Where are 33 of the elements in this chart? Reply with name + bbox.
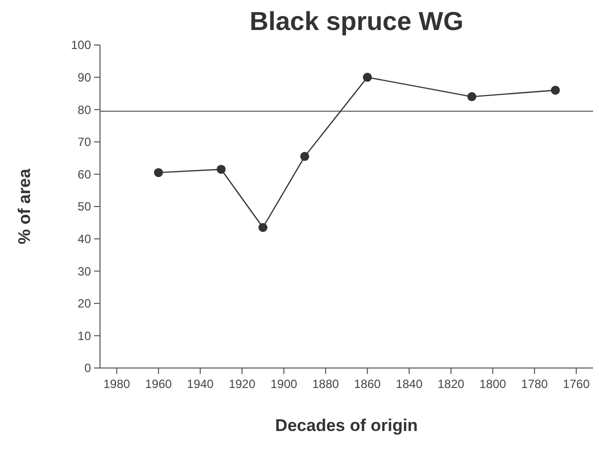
y-tick-label: 0 bbox=[84, 361, 92, 376]
x-tick-label: 1760 bbox=[562, 377, 590, 391]
point bbox=[550, 86, 560, 95]
x-tick-label: 1860 bbox=[354, 377, 382, 391]
x-tick-label: 1960 bbox=[145, 377, 172, 391]
y-tick-label: 70 bbox=[78, 135, 92, 150]
point bbox=[258, 222, 268, 232]
point bbox=[154, 168, 163, 178]
x-axis-title: Decades of origin bbox=[275, 416, 418, 435]
y-tick-label: 10 bbox=[78, 328, 92, 343]
x-tick-label: 1800 bbox=[479, 377, 506, 391]
x-tick-label: 1900 bbox=[270, 377, 298, 391]
x-tick-label: 1780 bbox=[521, 377, 548, 391]
x-tick-label: 1940 bbox=[186, 377, 214, 391]
y-tick-label: 30 bbox=[78, 264, 92, 278]
chart-title: Black spruce WG bbox=[250, 6, 464, 36]
point bbox=[300, 152, 310, 161]
y-tick-label: 90 bbox=[78, 70, 92, 84]
y-tick-label: 100 bbox=[70, 38, 92, 52]
x-tick-label: 1840 bbox=[396, 377, 423, 391]
point bbox=[362, 72, 372, 82]
point bbox=[216, 164, 226, 174]
x-tick-label: 1880 bbox=[312, 377, 340, 391]
y-axis-title: % of area bbox=[15, 168, 34, 244]
x-tick-label: 1980 bbox=[103, 377, 130, 391]
y-tick-label: 40 bbox=[78, 232, 92, 246]
x-tick-label: 1920 bbox=[228, 377, 256, 391]
y-tick-label: 80 bbox=[78, 102, 92, 117]
x-tick-label: 1820 bbox=[438, 377, 465, 391]
y-tick-label: 20 bbox=[78, 296, 92, 311]
y-tick-label: 60 bbox=[78, 167, 92, 182]
point bbox=[467, 92, 476, 102]
y-tick-label: 50 bbox=[78, 200, 92, 214]
